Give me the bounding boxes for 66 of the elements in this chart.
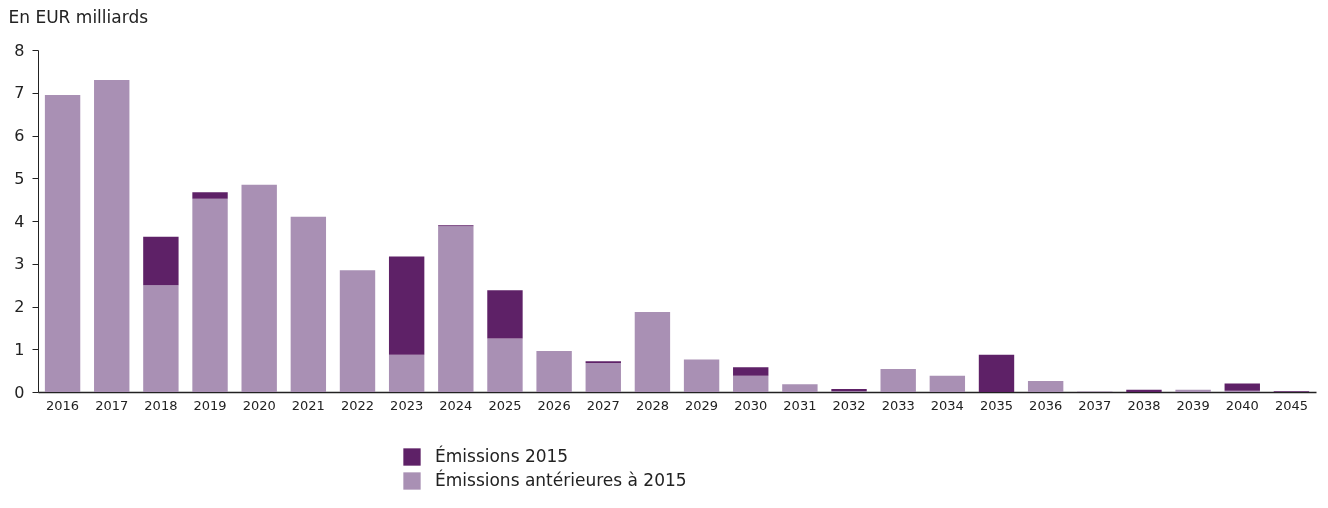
bar (339, 270, 376, 392)
y-tick-label: 3 (14, 254, 25, 274)
bar (880, 368, 916, 392)
bar (487, 338, 523, 392)
y-tick-label: 7 (14, 83, 25, 103)
x-tick-label: 2021 (291, 397, 325, 413)
bar (782, 384, 818, 392)
x-tick-label: 2038 (1127, 397, 1161, 413)
y-tick-label: 2 (14, 297, 25, 316)
bar (1175, 389, 1211, 392)
bar (143, 285, 179, 392)
bar (192, 192, 228, 199)
x-tick-label: 2018 (144, 397, 178, 413)
x-tick-label: 2035 (979, 397, 1014, 413)
y-tick-label: 1 (14, 339, 25, 359)
y-tick-label: 0 (14, 382, 25, 402)
x-tick-label: 2027 (586, 397, 620, 413)
bar (94, 79, 130, 392)
x-tick-label: 2033 (881, 397, 915, 413)
x-tick-label: 2036 (1029, 397, 1063, 413)
bar (683, 359, 720, 392)
bar (487, 290, 523, 339)
bar (388, 256, 425, 355)
bar (44, 94, 81, 392)
x-tick-label: 2029 (685, 397, 719, 413)
x-tick-label: 2023 (390, 397, 424, 413)
bar (290, 216, 327, 392)
x-tick-label: 2045 (1274, 397, 1308, 413)
x-tick-label: 2040 (1225, 397, 1259, 413)
y-tick-label: 5 (14, 168, 25, 188)
y-tick-label: 8 (14, 40, 25, 60)
x-tick-label: 2022 (340, 397, 375, 413)
x-tick-label: 2024 (439, 397, 473, 413)
x-tick-label: 2039 (1176, 397, 1210, 413)
x-tick-label: 2017 (95, 397, 129, 413)
bar (733, 367, 769, 376)
y-axis-title: En EUR milliards (8, 6, 149, 27)
bar (929, 375, 966, 392)
bar (978, 354, 1015, 392)
x-tick-label: 2032 (832, 397, 866, 413)
x-tick-label: 2037 (1078, 397, 1112, 413)
x-tick-label: 2020 (242, 397, 276, 413)
x-tick-label: 2016 (46, 397, 80, 413)
x-tick-label: 2028 (635, 397, 669, 413)
bar (1126, 389, 1162, 392)
x-tick-label: 2026 (537, 397, 571, 413)
bar (143, 236, 179, 286)
bar (634, 312, 671, 392)
x-tick-label: 2019 (193, 397, 227, 413)
y-tick-label: 4 (14, 211, 25, 231)
bar (1224, 383, 1260, 391)
bar (733, 375, 769, 392)
x-tick-label: 2031 (783, 397, 817, 413)
bar (536, 350, 572, 392)
y-tick-label: 6 (14, 126, 25, 145)
bar (438, 226, 474, 392)
x-tick-label: 2025 (488, 397, 522, 413)
bar (1027, 380, 1064, 392)
legend-label: Émissions antérieures à 2015 (435, 469, 687, 490)
x-tick-label: 2030 (734, 397, 768, 413)
bar (388, 354, 425, 392)
x-tick-label: 2034 (930, 397, 964, 413)
bar (192, 198, 228, 392)
bar (585, 362, 621, 392)
bar (241, 184, 277, 392)
legend-label: Émissions 2015 (435, 445, 569, 466)
